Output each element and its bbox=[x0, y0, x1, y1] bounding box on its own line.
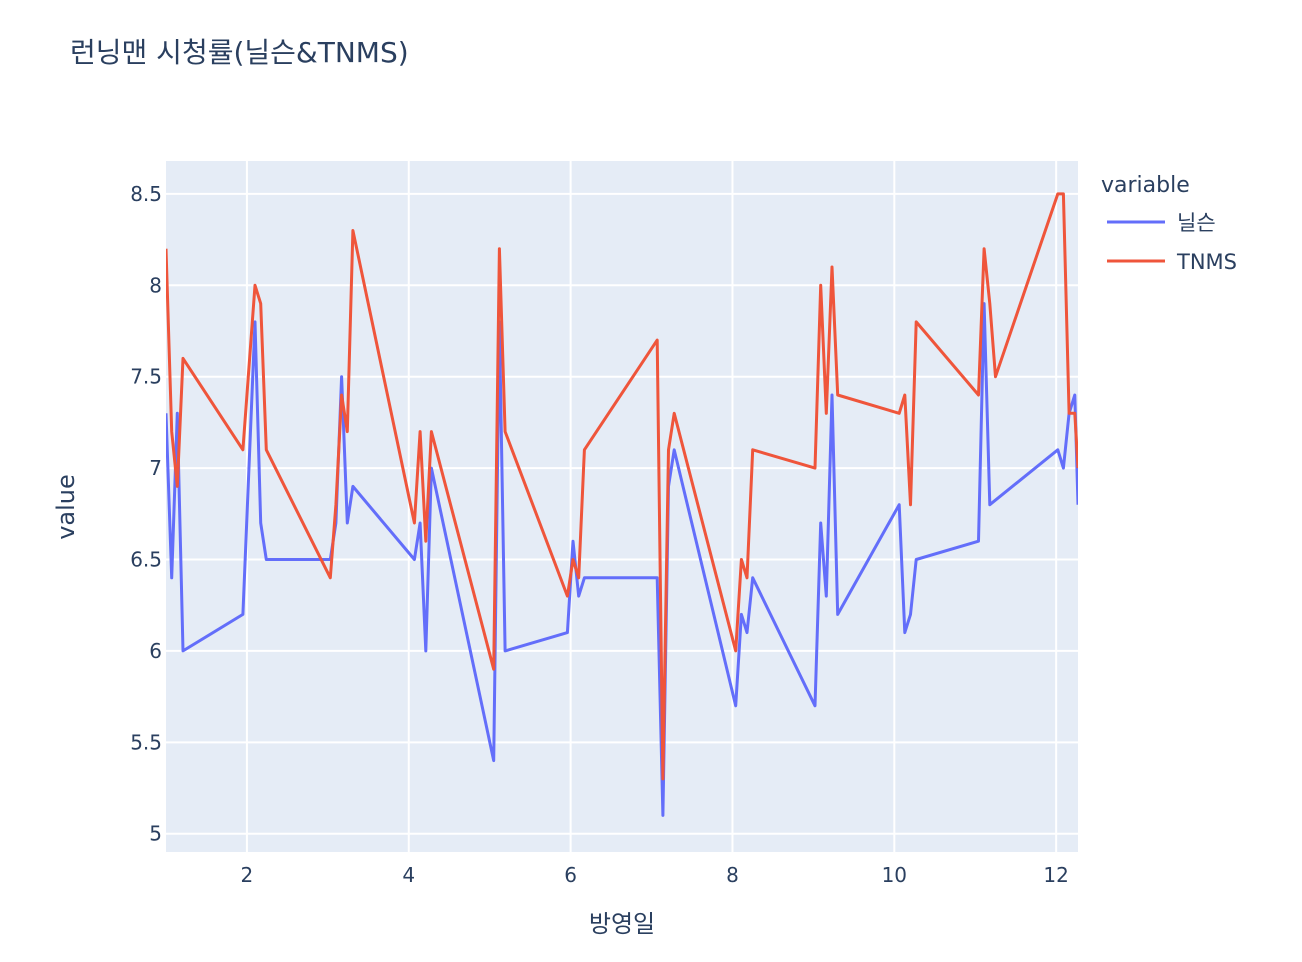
legend-item[interactable]: 닐슨 bbox=[1107, 211, 1216, 235]
x-axis-title: 방영일 bbox=[589, 910, 655, 938]
y-tick-label: 6 bbox=[149, 639, 162, 663]
legend-label: 닐슨 bbox=[1177, 211, 1216, 235]
y-axis-title: value bbox=[52, 474, 80, 540]
y-tick-label: 5 bbox=[149, 822, 162, 846]
x-tick-label: 6 bbox=[564, 863, 577, 887]
y-tick-label: 8 bbox=[149, 273, 162, 297]
plot-area[interactable] bbox=[166, 161, 1078, 852]
series-lines bbox=[166, 192, 1078, 817]
series-line-TNMS[interactable] bbox=[166, 192, 1078, 781]
chart-title: 런닝맨 시청률(닐슨&TNMS) bbox=[70, 36, 409, 69]
legend-item[interactable]: TNMS bbox=[1107, 250, 1237, 274]
y-tick-label: 8.5 bbox=[130, 182, 162, 206]
y-tick-label: 7.5 bbox=[130, 365, 162, 389]
x-tick-label: 10 bbox=[882, 863, 907, 887]
y-axis-ticks: 5 5.5 6 6.5 7 7.5 8 8.5 bbox=[130, 182, 162, 846]
x-tick-label: 2 bbox=[241, 863, 254, 887]
y-tick-label: 5.5 bbox=[130, 730, 162, 754]
legend-label: TNMS bbox=[1176, 250, 1237, 274]
y-tick-label: 7 bbox=[149, 456, 162, 480]
y-tick-label: 6.5 bbox=[130, 548, 162, 572]
x-axis-ticks: 2 4 6 8 10 12 bbox=[241, 863, 1069, 887]
legend: variable 닐슨 TNMS bbox=[1101, 173, 1237, 274]
x-tick-label: 4 bbox=[402, 863, 415, 887]
gridlines bbox=[166, 161, 1078, 852]
x-tick-label: 12 bbox=[1043, 863, 1068, 887]
legend-title: variable bbox=[1101, 173, 1190, 198]
x-tick-label: 8 bbox=[726, 863, 739, 887]
